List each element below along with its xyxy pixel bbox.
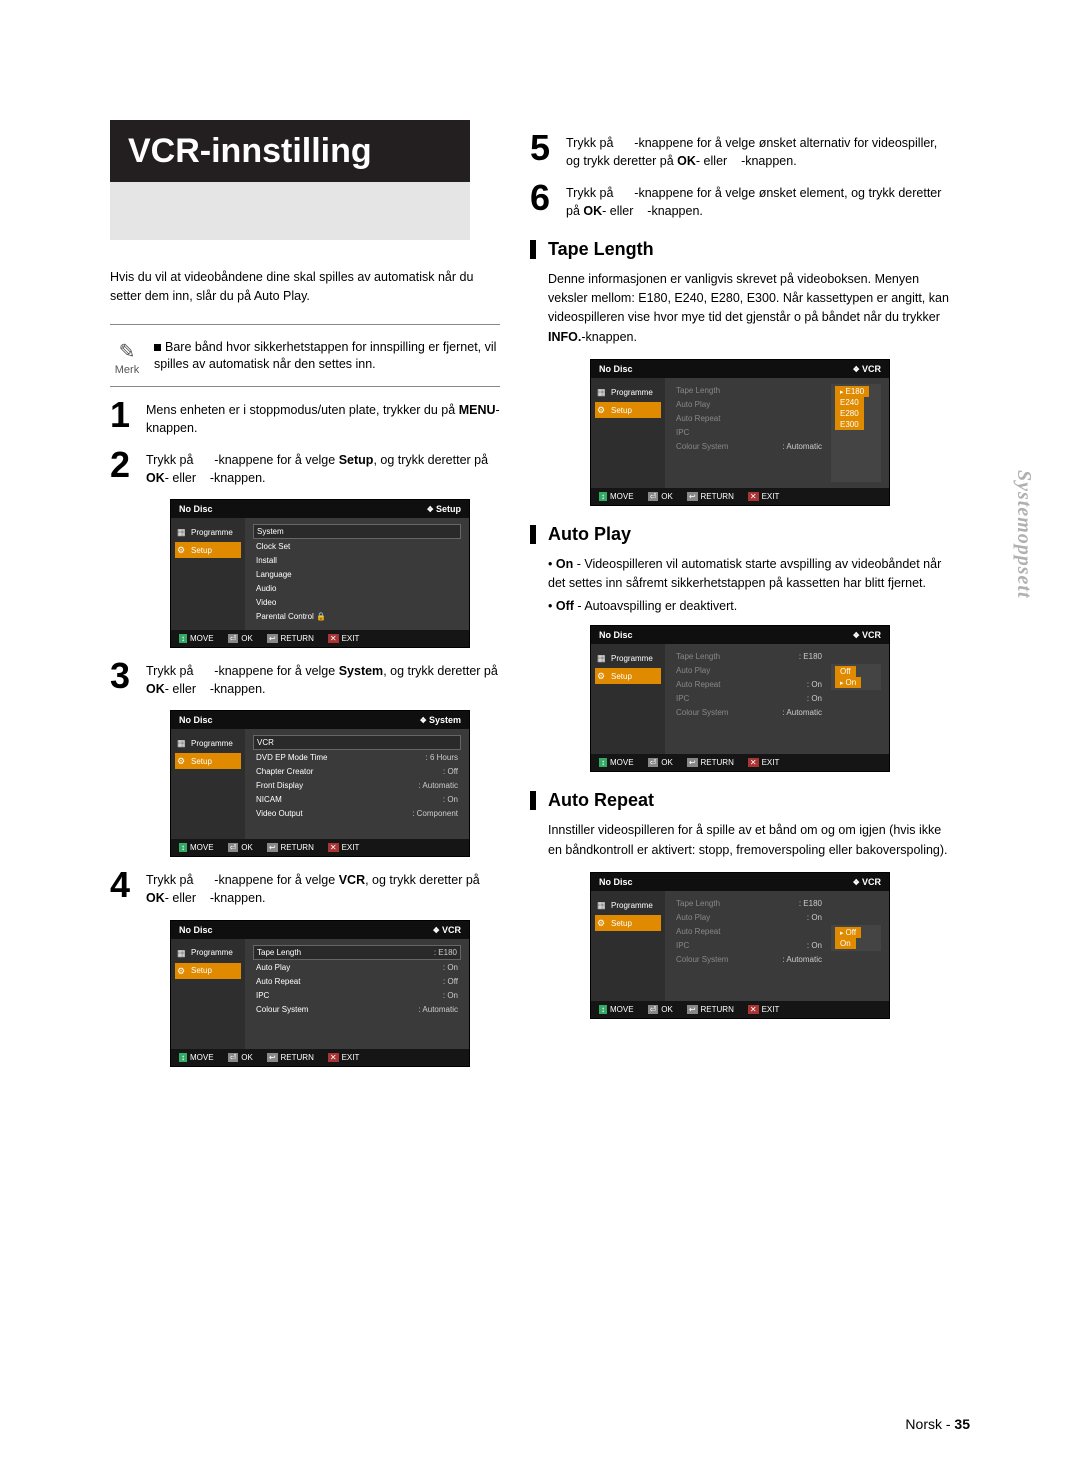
step-number: 1	[110, 399, 138, 431]
step-number: 3	[110, 660, 138, 692]
page-footer: Norsk - 35	[905, 1416, 970, 1432]
page-title: VCR-innstilling	[110, 120, 470, 182]
section-tape-length-title: Tape Length	[530, 239, 950, 260]
step-text: Trykk på -knappene for å velge Setup, og…	[146, 449, 500, 487]
step-text: Trykk på -knappene for å velge ønsket al…	[566, 132, 950, 170]
step-number: 4	[110, 869, 138, 901]
section-tape-length-body: Denne informasjonen er vanligvis skrevet…	[548, 270, 950, 348]
auto-play-on: • On - Videospilleren vil automatisk sta…	[548, 555, 950, 593]
intro-text: Hvis du vil at videobåndene dine skal sp…	[110, 268, 500, 306]
osd-auto-repeat: No Disc VCR Programme Setup Tape Length:…	[590, 872, 890, 1019]
osd-tape-length: No Disc VCR Programme Setup Tape Length …	[590, 359, 890, 506]
divider	[110, 324, 500, 325]
note-icon: ✎ Merk	[110, 339, 144, 376]
step-text: Mens enheten er i stoppmodus/uten plate,…	[146, 399, 500, 437]
step-4: 4 Trykk på -knappene for å velge VCR, og…	[110, 869, 500, 907]
section-auto-repeat-title: Auto Repeat	[530, 790, 950, 811]
osd-auto-play: No Disc VCR Programme Setup Tape Length:…	[590, 625, 890, 772]
step-number: 2	[110, 449, 138, 481]
left-column: VCR-innstilling Hvis du vil at videobånd…	[110, 120, 510, 1077]
note-row: ✎ Merk Bare bånd hvor sikkerhetstappen f…	[110, 339, 500, 376]
section-auto-play-title: Auto Play	[530, 524, 950, 545]
side-label: Systemoppsett	[1012, 470, 1035, 599]
step-6: 6 Trykk på -knappene for å velge ønsket …	[530, 182, 950, 220]
step-text: Trykk på -knappene for å velge System, o…	[146, 660, 500, 698]
step-number: 5	[530, 132, 558, 164]
title-wrap: VCR-innstilling	[110, 120, 470, 240]
step-text: Trykk på -knappene for å velge VCR, og t…	[146, 869, 500, 907]
osd-vcr: No Disc VCR Programme Setup Tape Length:…	[170, 920, 470, 1067]
auto-play-off: • Off - Autoavspilling er deaktivert.	[548, 597, 950, 616]
right-column: 5 Trykk på -knappene for å velge ønsket …	[530, 120, 950, 1029]
step-1: 1 Mens enheten er i stoppmodus/uten plat…	[110, 399, 500, 437]
step-5: 5 Trykk på -knappene for å velge ønsket …	[530, 132, 950, 170]
section-auto-repeat-body: Innstiller videospilleren for å spille a…	[548, 821, 950, 860]
osd-setup: No Disc Setup Programme Setup System Clo…	[170, 499, 470, 648]
step-number: 6	[530, 182, 558, 214]
step-3: 3 Trykk på -knappene for å velge System,…	[110, 660, 500, 698]
note-text: Bare bånd hvor sikkerhetstappen for inns…	[154, 339, 500, 374]
osd-system: No Disc System Programme Setup VCR DVD E…	[170, 710, 470, 857]
step-text: Trykk på -knappene for å velge ønsket el…	[566, 182, 950, 220]
divider	[110, 386, 500, 387]
step-2: 2 Trykk på -knappene for å velge Setup, …	[110, 449, 500, 487]
